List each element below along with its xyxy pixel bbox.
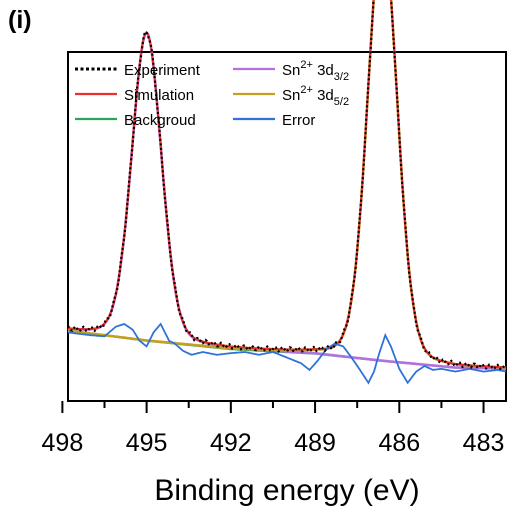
legend-label-simulation: Simulation [124,87,194,104]
x-tick-label: 483 [463,429,505,457]
plot-frame [67,51,507,402]
x-axis-title: Binding energy (eV) [154,474,419,507]
x-tick-label: 486 [378,429,420,457]
panel-label: (i) [8,6,32,34]
legend-label-experiment: Experiment [124,62,201,79]
x-tick-label: 489 [294,429,336,457]
legend-label-sn_3d32: Sn2+ 3d3/2 [282,59,349,83]
series-sn-3d32 [67,30,506,370]
legend-label-sn_3d52: Sn2+ 3d5/2 [282,84,349,108]
series-layer [67,0,507,385]
x-tick-label: 492 [210,429,252,457]
series-experiment [67,0,507,371]
legend-label-background: Backgroud [124,112,196,129]
series-sn-3d52 [67,0,506,369]
x-axis: 498 495 492 489 486 483 [42,401,505,457]
legend: Experiment Simulation Backgroud Sn2+ 3d3/2S… [75,59,349,129]
series-error [67,322,507,385]
legend-label-error: Error [282,112,315,129]
x-tick-label: 495 [126,429,168,457]
x-tick-label: 498 [42,429,84,457]
series-simulation [67,0,507,369]
